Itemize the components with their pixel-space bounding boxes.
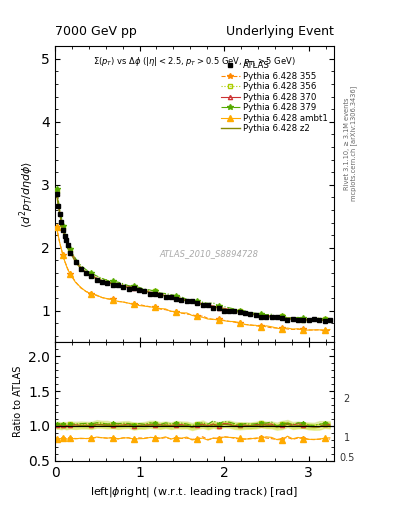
Text: 2: 2 (343, 394, 350, 404)
Pythia 6.428 ambt1 (227, 318, 231, 325)
Pythia 6.428 z2 (248, 311, 253, 317)
ATLAS (54, 191, 59, 198)
Text: mcplots.cern.ch [arXiv:1306.3436]: mcplots.cern.ch [arXiv:1306.3436] (350, 86, 357, 201)
Pythia 6.428 356 (301, 316, 306, 323)
Line: ATLAS: ATLAS (55, 193, 332, 323)
Pythia 6.428 356 (94, 273, 99, 279)
Pythia 6.428 355 (312, 327, 316, 333)
Text: ATLAS_2010_S8894728: ATLAS_2010_S8894728 (159, 249, 258, 258)
Text: 1: 1 (343, 433, 350, 443)
Pythia 6.428 379 (94, 273, 99, 279)
Text: 7000 GeV pp: 7000 GeV pp (55, 26, 137, 38)
Pythia 6.428 370 (312, 317, 316, 323)
Pythia 6.428 379 (54, 186, 59, 193)
Pythia 6.428 370 (248, 311, 253, 317)
ATLAS (94, 277, 99, 283)
Pythia 6.428 370 (280, 314, 285, 321)
Line: Pythia 6.428 ambt1: Pythia 6.428 ambt1 (54, 225, 332, 333)
Pythia 6.428 356 (280, 313, 285, 319)
Pythia 6.428 379 (227, 305, 231, 311)
Pythia 6.428 ambt1 (54, 224, 59, 230)
Pythia 6.428 356 (317, 315, 321, 321)
Pythia 6.428 ambt1 (327, 327, 332, 333)
Pythia 6.428 z2 (317, 317, 321, 323)
Pythia 6.428 379 (322, 316, 327, 322)
Pythia 6.428 370 (317, 317, 321, 323)
ATLAS (100, 279, 105, 285)
Text: 0.5: 0.5 (339, 453, 354, 463)
Pythia 6.428 370 (327, 316, 332, 323)
Pythia 6.428 355 (322, 328, 327, 334)
Pythia 6.428 z2 (327, 317, 332, 323)
Pythia 6.428 356 (100, 276, 105, 282)
Pythia 6.428 370 (54, 190, 59, 196)
Pythia 6.428 355 (94, 292, 99, 298)
Pythia 6.428 ambt1 (301, 327, 306, 333)
Pythia 6.428 z2 (312, 317, 316, 323)
Pythia 6.428 356 (327, 316, 332, 322)
Pythia 6.428 355 (327, 328, 332, 334)
Pythia 6.428 z2 (227, 307, 231, 313)
Pythia 6.428 370 (227, 306, 231, 312)
Pythia 6.428 z2 (280, 315, 285, 322)
Pythia 6.428 355 (280, 325, 285, 331)
Pythia 6.428 ambt1 (317, 327, 321, 333)
Pythia 6.428 z2 (94, 276, 99, 282)
Pythia 6.428 ambt1 (100, 294, 105, 301)
Line: Pythia 6.428 355: Pythia 6.428 355 (54, 224, 332, 333)
Pythia 6.428 379 (100, 275, 105, 282)
Pythia 6.428 z2 (54, 191, 59, 198)
Pythia 6.428 370 (100, 278, 105, 284)
Text: Rivet 3.1.10, ≥ 3.1M events: Rivet 3.1.10, ≥ 3.1M events (343, 97, 350, 189)
ATLAS (322, 318, 327, 324)
Pythia 6.428 379 (327, 315, 332, 322)
Y-axis label: $\langle d^2 p_T/d\eta d\phi \rangle$: $\langle d^2 p_T/d\eta d\phi \rangle$ (17, 161, 36, 228)
ATLAS (327, 317, 332, 324)
Pythia 6.428 370 (94, 275, 99, 281)
Text: $\Sigma(p_T)$ vs $\Delta\phi$ ($|\eta| < 2.5$, $p_T > 0.5$ GeV, $p_{T_1} > 5$ Ge: $\Sigma(p_T)$ vs $\Delta\phi$ ($|\eta| <… (93, 55, 296, 69)
Pythia 6.428 356 (227, 306, 231, 312)
Pythia 6.428 356 (54, 188, 59, 194)
Line: Pythia 6.428 z2: Pythia 6.428 z2 (57, 195, 330, 320)
Line: Pythia 6.428 356: Pythia 6.428 356 (55, 189, 332, 322)
ATLAS (227, 308, 231, 314)
ATLAS (280, 315, 285, 321)
Line: Pythia 6.428 370: Pythia 6.428 370 (55, 191, 332, 322)
Pythia 6.428 355 (227, 318, 231, 325)
Pythia 6.428 ambt1 (280, 326, 285, 332)
ATLAS (312, 316, 316, 323)
X-axis label: left$|\phi$right$|$ (w.r.t. leading track) [rad]: left$|\phi$right$|$ (w.r.t. leading trac… (90, 485, 299, 499)
Legend: ATLAS, Pythia 6.428 355, Pythia 6.428 356, Pythia 6.428 370, Pythia 6.428 379, P: ATLAS, Pythia 6.428 355, Pythia 6.428 35… (219, 59, 330, 135)
Pythia 6.428 ambt1 (94, 292, 99, 298)
Pythia 6.428 355 (100, 294, 105, 301)
Pythia 6.428 356 (248, 310, 253, 316)
Pythia 6.428 379 (280, 313, 285, 319)
Pythia 6.428 z2 (100, 278, 105, 284)
ATLAS (248, 311, 253, 317)
Line: Pythia 6.428 379: Pythia 6.428 379 (54, 186, 332, 322)
Pythia 6.428 355 (248, 322, 253, 328)
Text: Underlying Event: Underlying Event (226, 26, 334, 38)
Y-axis label: Ratio to ATLAS: Ratio to ATLAS (13, 366, 23, 437)
Pythia 6.428 379 (312, 316, 316, 322)
Pythia 6.428 ambt1 (248, 322, 253, 328)
Pythia 6.428 355 (54, 224, 59, 230)
Pythia 6.428 379 (248, 310, 253, 316)
